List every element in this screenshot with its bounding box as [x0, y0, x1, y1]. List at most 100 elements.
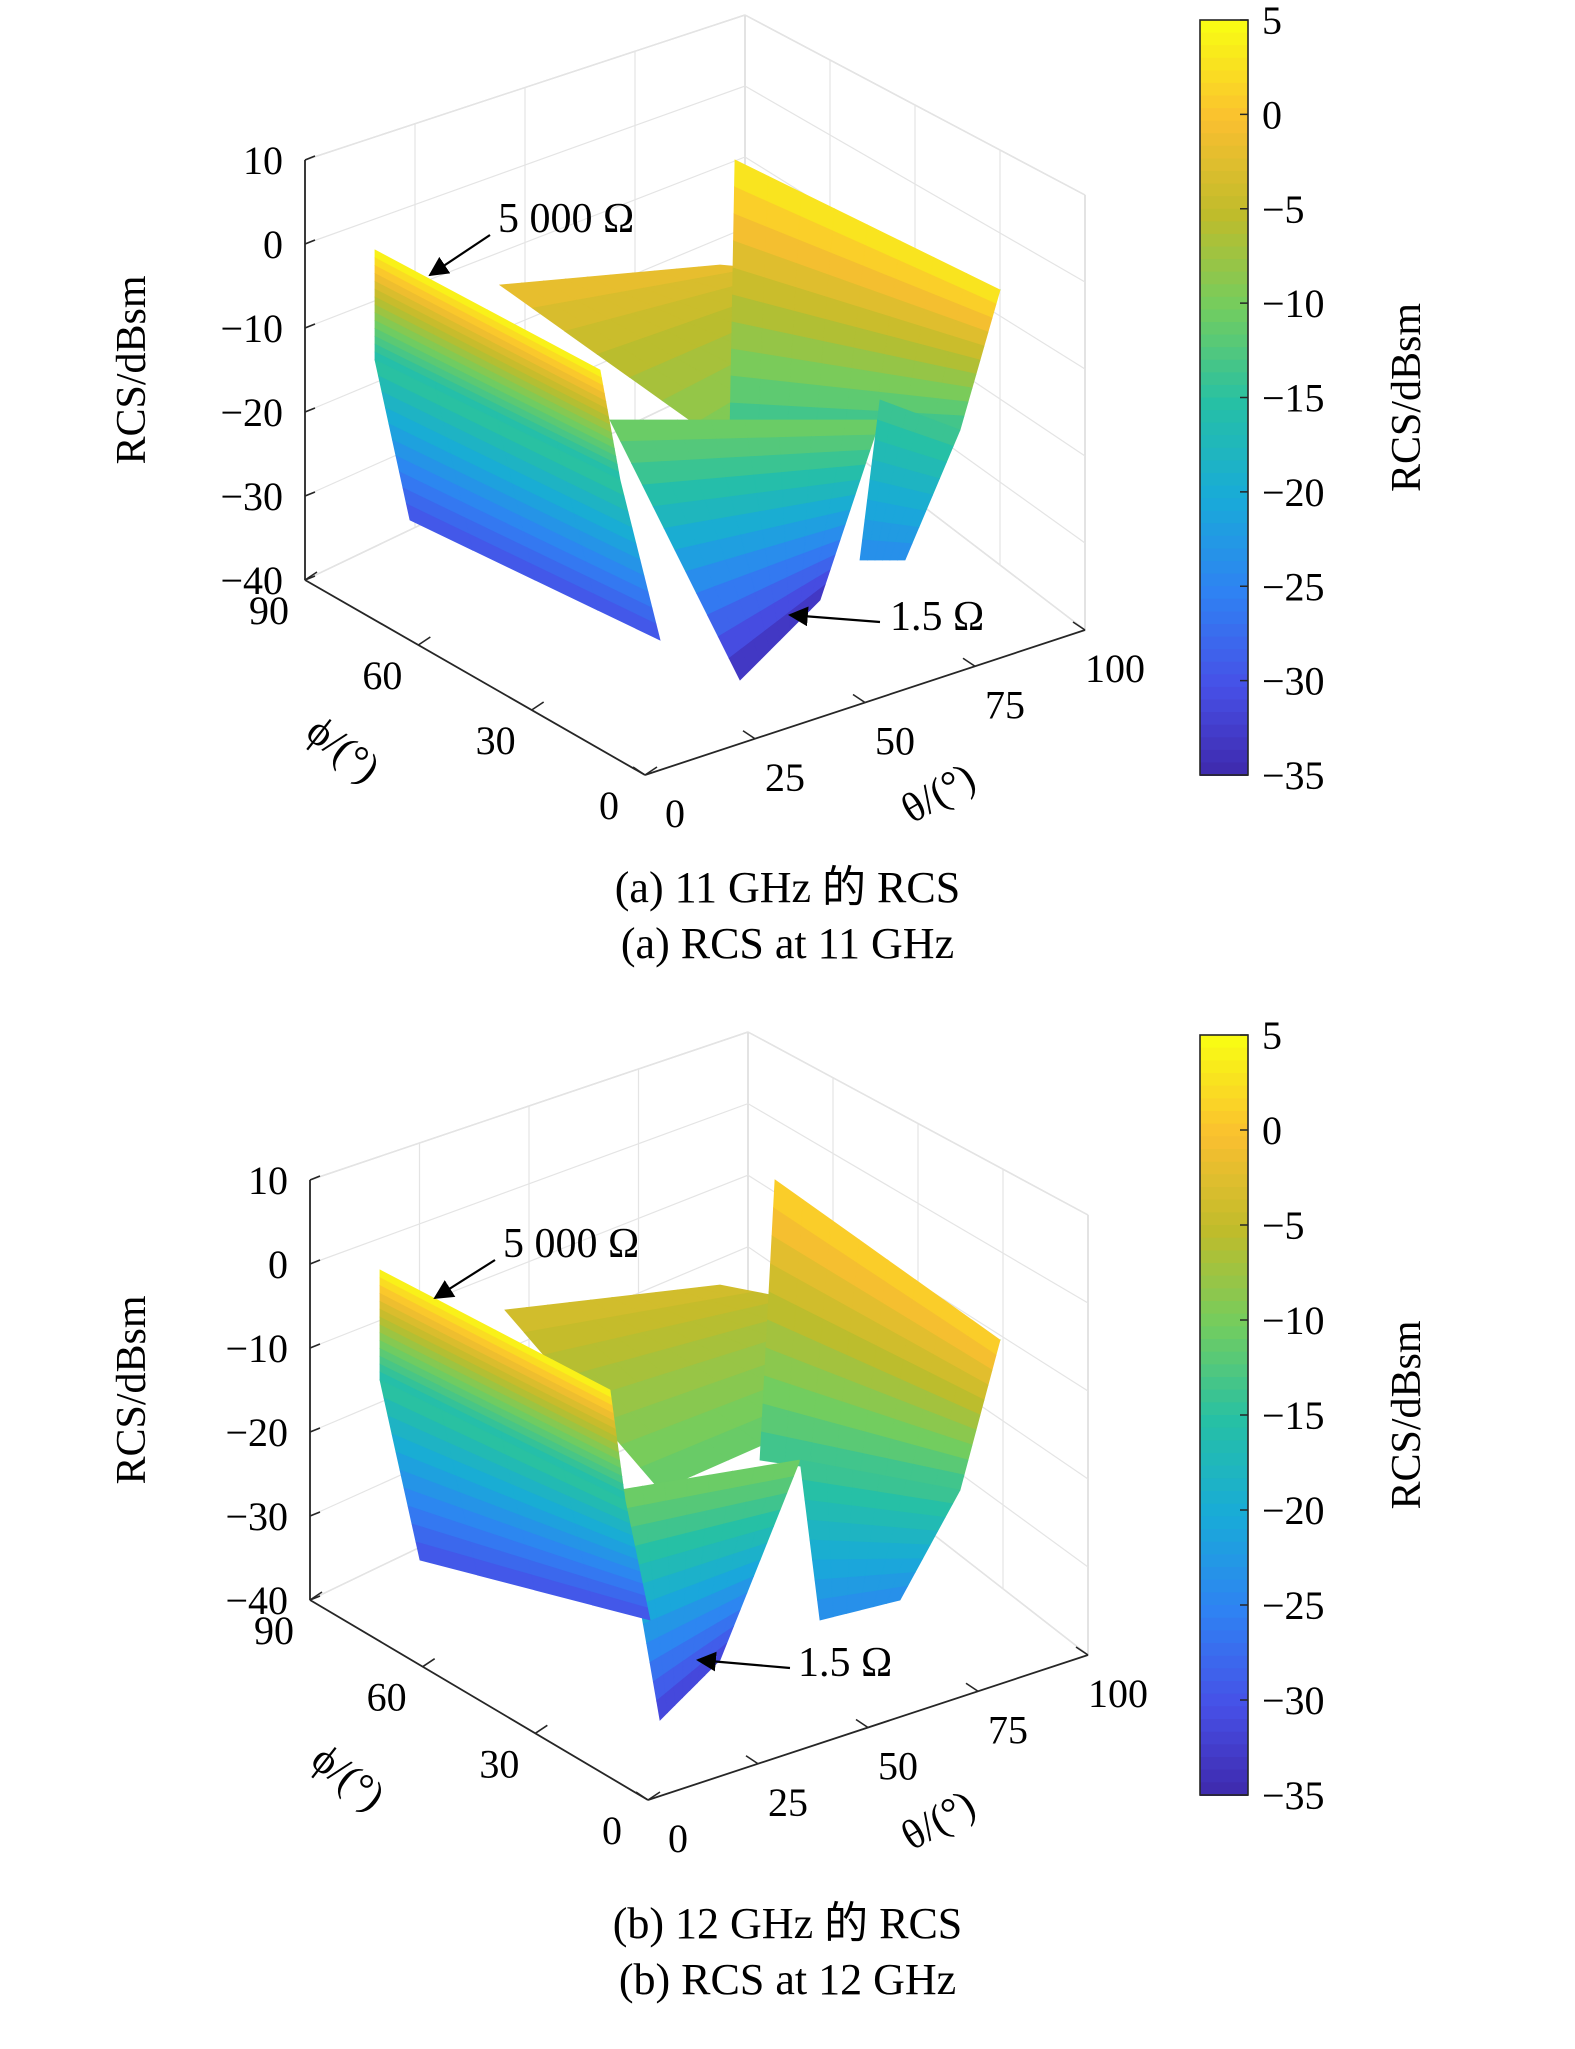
z-tick-label: 0	[263, 222, 283, 267]
annotation-arrow	[433, 1259, 496, 1300]
colorbar-band	[1200, 1351, 1248, 1366]
phi-axis-line	[304, 579, 646, 776]
colorbar-band	[1200, 233, 1248, 248]
colorbar-band	[1200, 1782, 1248, 1796]
colorbar-band	[1200, 1313, 1248, 1328]
theta-tick	[962, 657, 976, 667]
chart-panel-a: 10 0 −10 −20 −30 −40 RCS/dBsm 90 60 30 0 ϕ/(°) 0 25 50…	[0, 0, 1575, 1000]
colorbar-band	[1200, 334, 1248, 349]
surface-facet	[848, 1541, 871, 1560]
colorbar-band	[1200, 1073, 1248, 1087]
colorbar-band	[1200, 70, 1248, 84]
surface-facet	[846, 388, 880, 412]
colorbar-band	[1200, 1503, 1248, 1518]
theta-tick-label: 25	[765, 755, 805, 800]
right-dip	[859, 399, 961, 561]
colorbar-band	[1200, 183, 1248, 198]
colorbar-band	[1200, 158, 1248, 172]
colorbar-band	[1200, 1415, 1248, 1429]
surface-facet	[780, 452, 811, 473]
colorbar-band	[1200, 1237, 1248, 1252]
phi-tick	[647, 1791, 661, 1801]
colorbar-band	[1200, 359, 1248, 374]
front-left-lower	[379, 1379, 651, 1621]
phi-axis-label: ϕ/(°)	[298, 707, 388, 792]
surface-facet	[809, 583, 826, 612]
colorbar-band	[1200, 649, 1248, 663]
surface-facet	[819, 363, 853, 390]
colorbar-band	[1200, 573, 1248, 588]
colorbar-band	[1200, 1339, 1248, 1353]
colorbar-band	[1200, 712, 1248, 726]
colorbar-tick-label: −25	[1262, 564, 1325, 609]
colorbar: 5 0 −5 −10 −15 −20 −25 −30 −35 RCS/dBsm	[1199, 1020, 1430, 1818]
colorbar-band	[1200, 1377, 1248, 1391]
phi-tick-label: 90	[254, 1608, 294, 1653]
colorbar-band	[1200, 1605, 1248, 1619]
colorbar-band	[1200, 1136, 1248, 1150]
surface-facet	[804, 1499, 830, 1523]
surface-facet	[744, 419, 781, 439]
surface-facet	[886, 1585, 909, 1604]
colorbar-tick-label: −25	[1262, 1583, 1325, 1628]
colorbar-band	[1200, 1212, 1248, 1226]
front-left-lower	[374, 359, 661, 641]
colorbar-band	[1200, 45, 1248, 59]
z-axis-label: RCS/dBsm	[109, 1295, 155, 1484]
colorbar-band	[1200, 1579, 1248, 1594]
colorbar-band	[1200, 1427, 1248, 1442]
colorbar-tick-label: −5	[1262, 187, 1305, 232]
colorbar-band	[1200, 1643, 1248, 1657]
surface-chart-a: 100−10−20−30−40RCS/dBsm9060300ϕ/(°)02550…	[109, 0, 1430, 836]
colorbar-band	[1200, 1199, 1248, 1214]
surface-facet	[896, 542, 913, 561]
colorbar-band	[1200, 1174, 1248, 1188]
colorbar-band	[1200, 1035, 1248, 1049]
surface-facet	[872, 1508, 899, 1528]
rcs-surface	[379, 1179, 1002, 1721]
colorbar-band	[1200, 1744, 1248, 1758]
colorbar-band	[1200, 510, 1248, 525]
theta-tick	[852, 693, 866, 704]
colorbar-band	[1200, 120, 1248, 135]
colorbar-band	[1200, 636, 1248, 651]
z-tick-label: 0	[268, 1242, 288, 1287]
caption-en-b: (b) RCS at 12 GHz	[618, 1955, 957, 2004]
z-gridline	[309, 1031, 1089, 1216]
z-tick	[309, 1259, 321, 1265]
colorbar-band	[1200, 1655, 1248, 1670]
surface-chart-b: 100−10−20−30−40RCS/dBsm9060300ϕ/(°)02550…	[109, 1020, 1430, 1861]
annotation-label: 5 000 Ω	[498, 196, 634, 242]
colorbar-band	[1200, 737, 1248, 751]
annotation-label: 1.5 Ω	[798, 1640, 892, 1686]
colorbar-tick-label: 5	[1262, 0, 1282, 43]
surface-facet	[676, 419, 717, 441]
colorbar-band	[1200, 1326, 1248, 1340]
colorbar-band	[1200, 1541, 1248, 1556]
front-left-wall	[374, 249, 621, 481]
annotation-arrow	[428, 234, 491, 277]
surface-facet	[789, 358, 823, 387]
theta-tick-label: 50	[878, 1744, 918, 1789]
colorbar-tick-label: −35	[1262, 753, 1325, 798]
colorbar-band	[1200, 435, 1248, 449]
phi-tick	[422, 1658, 436, 1668]
colorbar-tick-label: −35	[1262, 1773, 1325, 1818]
theta-tick-label: 25	[768, 1780, 808, 1825]
colorbar-band	[1200, 1491, 1248, 1505]
colorbar-band	[1200, 57, 1248, 72]
caption-zh-b: (b) 12 GHz 的 RCS	[612, 1899, 963, 1948]
phi-tick-label: 60	[362, 653, 402, 698]
colorbar-band	[1200, 1275, 1248, 1290]
surface-facet	[827, 1502, 853, 1525]
right-wall	[759, 1179, 1001, 1491]
surface-facet	[802, 1479, 829, 1504]
surface-facet	[851, 1487, 878, 1510]
z-tick	[309, 1175, 321, 1181]
surface-facet	[589, 1590, 651, 1621]
colorbar-band	[1200, 498, 1248, 512]
colorbar-band	[1200, 535, 1248, 550]
colorbar-band	[1200, 447, 1248, 462]
z-tick-label: −20	[225, 1410, 288, 1455]
colorbar-tick-label: −15	[1262, 376, 1325, 421]
